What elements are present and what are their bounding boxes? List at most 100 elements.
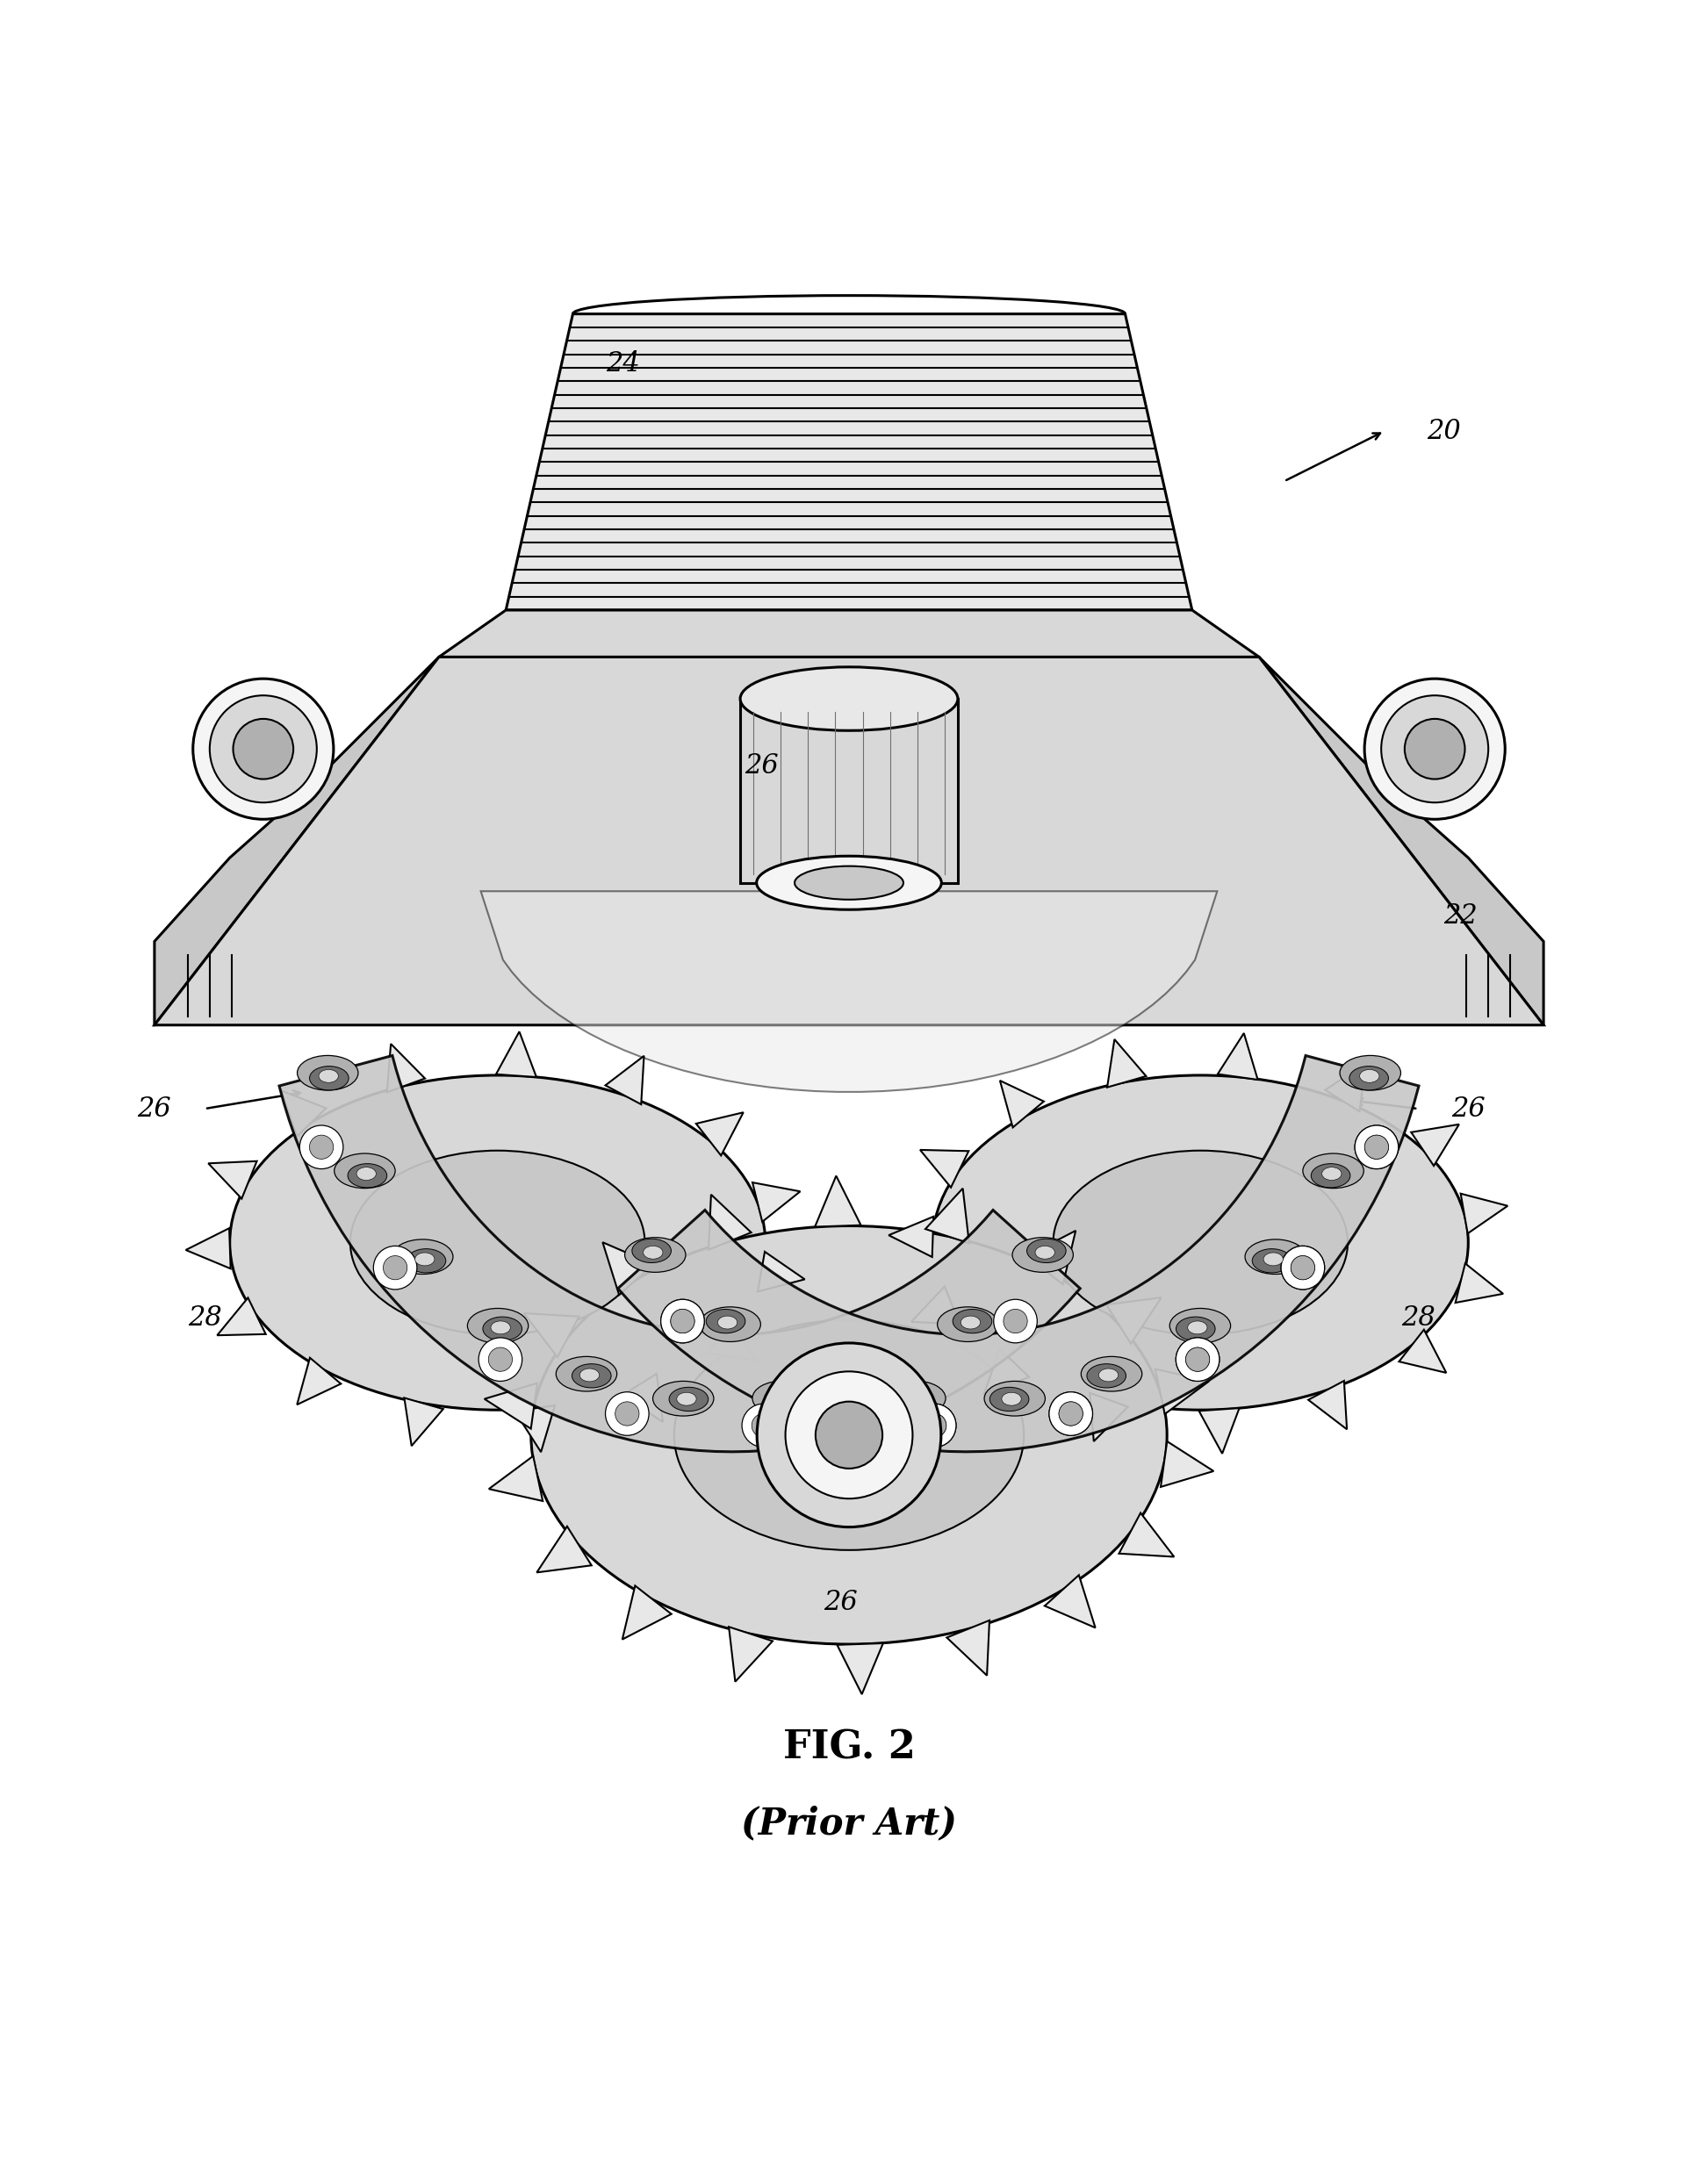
Polygon shape [297, 1358, 341, 1404]
Polygon shape [1027, 1230, 1077, 1284]
Polygon shape [1455, 1262, 1503, 1302]
Polygon shape [1107, 1040, 1146, 1088]
Ellipse shape [652, 1380, 713, 1415]
Polygon shape [484, 1382, 537, 1428]
Circle shape [615, 1402, 638, 1426]
Ellipse shape [700, 1306, 761, 1341]
Circle shape [1290, 1256, 1314, 1280]
Ellipse shape [625, 1238, 686, 1273]
Ellipse shape [864, 1358, 903, 1382]
Ellipse shape [937, 1306, 998, 1341]
Circle shape [1060, 1402, 1083, 1426]
Ellipse shape [1170, 1308, 1231, 1343]
Ellipse shape [350, 1151, 645, 1334]
Ellipse shape [769, 1385, 808, 1409]
Polygon shape [752, 1182, 800, 1221]
Polygon shape [815, 1175, 861, 1227]
Ellipse shape [297, 1055, 358, 1090]
Polygon shape [496, 1031, 537, 1077]
Circle shape [489, 1348, 513, 1372]
Ellipse shape [531, 1225, 1167, 1645]
Ellipse shape [885, 1380, 946, 1415]
Text: 26: 26 [138, 1094, 171, 1123]
Circle shape [1177, 1337, 1219, 1380]
Polygon shape [1217, 1033, 1258, 1079]
Polygon shape [1155, 1369, 1209, 1413]
Ellipse shape [890, 1385, 929, 1409]
Circle shape [1185, 1348, 1209, 1372]
Text: 24: 24 [606, 349, 640, 378]
Ellipse shape [406, 1249, 447, 1273]
Ellipse shape [674, 1319, 1024, 1551]
Circle shape [233, 719, 294, 780]
Circle shape [1004, 1308, 1027, 1332]
Polygon shape [404, 1398, 443, 1446]
Ellipse shape [1036, 1245, 1054, 1258]
Polygon shape [708, 1195, 751, 1249]
Circle shape [606, 1391, 649, 1435]
Polygon shape [912, 1286, 959, 1324]
Ellipse shape [961, 1317, 980, 1330]
Circle shape [1355, 1125, 1399, 1168]
Text: 28: 28 [1401, 1304, 1435, 1332]
Circle shape [757, 1343, 941, 1527]
Circle shape [209, 695, 318, 802]
Polygon shape [155, 657, 1543, 1024]
Polygon shape [537, 1527, 591, 1572]
Polygon shape [481, 891, 1217, 1092]
Circle shape [742, 1404, 786, 1448]
Ellipse shape [706, 1308, 745, 1332]
Ellipse shape [1002, 1393, 1020, 1406]
Ellipse shape [990, 1387, 1029, 1411]
Ellipse shape [985, 1380, 1046, 1415]
Polygon shape [618, 1055, 1420, 1452]
Text: FIG. 2: FIG. 2 [783, 1730, 915, 1767]
Ellipse shape [795, 1358, 834, 1382]
Circle shape [1060, 1402, 1083, 1426]
Circle shape [922, 1413, 946, 1437]
Circle shape [1365, 679, 1504, 819]
Circle shape [1365, 1136, 1389, 1160]
Polygon shape [837, 1642, 883, 1695]
Circle shape [1404, 719, 1465, 780]
Polygon shape [155, 657, 440, 1024]
Circle shape [1355, 1125, 1399, 1168]
Polygon shape [1399, 1330, 1447, 1374]
Polygon shape [1258, 657, 1543, 1024]
Circle shape [786, 1372, 912, 1498]
Ellipse shape [229, 1075, 766, 1411]
Polygon shape [1161, 1441, 1214, 1487]
Ellipse shape [757, 856, 941, 909]
Polygon shape [1044, 1575, 1095, 1627]
Ellipse shape [1027, 1238, 1066, 1262]
Polygon shape [621, 1374, 662, 1422]
Polygon shape [920, 1151, 968, 1188]
Circle shape [885, 1382, 908, 1406]
Circle shape [790, 1382, 813, 1406]
Ellipse shape [1187, 1321, 1207, 1334]
Ellipse shape [1099, 1369, 1119, 1382]
Polygon shape [1324, 1064, 1365, 1112]
Ellipse shape [392, 1238, 453, 1273]
Ellipse shape [632, 1238, 671, 1262]
Polygon shape [1090, 1393, 1127, 1441]
Ellipse shape [873, 1365, 893, 1378]
Circle shape [1049, 1391, 1092, 1435]
Circle shape [912, 1404, 956, 1448]
Polygon shape [489, 1457, 543, 1500]
Polygon shape [185, 1227, 231, 1269]
Polygon shape [1119, 1514, 1173, 1557]
Ellipse shape [319, 1070, 338, 1083]
Polygon shape [728, 1627, 773, 1682]
Ellipse shape [348, 1164, 387, 1188]
Circle shape [671, 1308, 694, 1332]
Circle shape [299, 1125, 343, 1168]
Polygon shape [278, 1055, 1080, 1452]
Text: 22: 22 [1443, 902, 1477, 930]
Text: 26: 26 [824, 1588, 857, 1616]
Polygon shape [603, 1243, 654, 1295]
Polygon shape [387, 1044, 424, 1092]
Ellipse shape [1245, 1238, 1306, 1273]
Ellipse shape [1323, 1166, 1341, 1179]
Ellipse shape [1251, 1249, 1292, 1273]
